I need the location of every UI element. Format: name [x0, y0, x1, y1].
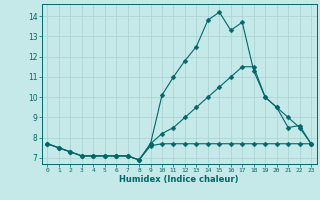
X-axis label: Humidex (Indice chaleur): Humidex (Indice chaleur): [119, 175, 239, 184]
